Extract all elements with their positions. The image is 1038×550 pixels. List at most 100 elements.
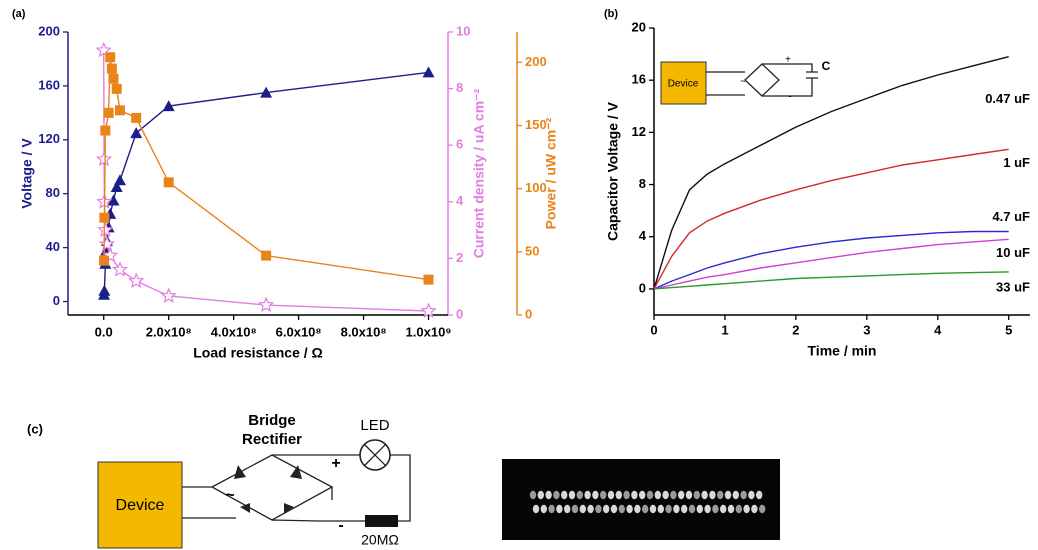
series-line — [653, 56, 1009, 290]
inset-circuit: Device + - ~ C — [660, 55, 831, 105]
y-tick-label: 6 — [456, 137, 463, 152]
y-tick-label: 200 — [38, 23, 60, 38]
y-tick-label: 0 — [525, 306, 532, 321]
led-dot — [537, 490, 544, 500]
led-dot — [759, 504, 766, 514]
led-cross — [363, 443, 387, 467]
resistor-label: 20MΩ — [361, 532, 399, 548]
y-tick-label: 160 — [38, 77, 60, 92]
y-axis-title: Capacitor Voltage / V — [605, 101, 621, 241]
panel-label: (c) — [27, 421, 43, 436]
led-dot — [688, 504, 696, 514]
marker — [106, 63, 117, 74]
led-dot — [646, 490, 654, 500]
led-dot — [670, 490, 677, 500]
led-dot — [639, 490, 646, 500]
y-tick-label: 10 — [456, 23, 470, 38]
y-tick-label: 150 — [525, 117, 547, 132]
led-dot — [607, 490, 615, 500]
led-dot — [724, 490, 732, 500]
led-dot — [693, 490, 700, 500]
x-tick-label: 0.0 — [95, 324, 113, 339]
inset-ac: ~ — [740, 77, 746, 88]
y-tick-label: 12 — [632, 124, 646, 139]
marker — [420, 302, 437, 318]
led-dot — [685, 490, 693, 500]
marker — [160, 287, 177, 303]
led-dot — [717, 490, 724, 500]
x-axis-title: Load resistance / Ω — [193, 345, 323, 361]
marker — [99, 255, 110, 266]
led-dot — [545, 490, 552, 500]
marker — [127, 272, 145, 288]
x-tick-label: 2.0x10⁸ — [146, 324, 192, 339]
led-dot — [732, 490, 739, 500]
marker — [100, 125, 111, 136]
y-tick-label: 80 — [46, 185, 60, 200]
marker — [162, 100, 175, 112]
y-tick-label: 20 — [632, 19, 646, 34]
marker — [98, 284, 111, 296]
led-dot — [696, 504, 703, 514]
led-dot — [631, 490, 638, 500]
series-label: 1 uF — [1003, 155, 1030, 170]
x-tick-label: 0 — [650, 322, 657, 337]
y-axis-title: Power / uW cm⁻² — [543, 117, 559, 229]
rectifier-label: Rectifier — [242, 431, 302, 448]
y-tick-label: 0 — [639, 280, 646, 295]
led-dot — [748, 490, 755, 500]
led-dot — [678, 490, 685, 500]
inset-device: Device — [668, 79, 699, 90]
led-dot — [587, 504, 594, 514]
led-dot — [654, 490, 661, 500]
x-tick-label: 1.0x10⁹ — [406, 324, 452, 339]
marker — [111, 83, 122, 94]
led-label: LED — [360, 417, 389, 434]
series-line — [653, 148, 1009, 290]
diodes — [234, 465, 302, 513]
led-dot — [529, 490, 537, 500]
led-dot — [571, 504, 579, 514]
plus-label: + — [331, 455, 340, 472]
x-tick-label: 8.0x10⁸ — [341, 324, 387, 339]
series-line — [653, 230, 1009, 290]
marker — [163, 177, 174, 188]
led-dot — [615, 490, 622, 500]
y-axis-title: Voltage / V — [19, 138, 35, 209]
marker — [130, 127, 143, 139]
led-dot — [704, 504, 711, 514]
x-tick-label: 3 — [863, 322, 870, 337]
marker — [423, 274, 434, 285]
led-dot — [540, 504, 547, 514]
marker — [422, 66, 435, 78]
marker — [258, 296, 275, 313]
rectifier-label: Bridge — [248, 412, 296, 429]
inset-wires — [706, 63, 818, 97]
y-tick-label: 4 — [456, 193, 464, 208]
led-dot — [701, 490, 708, 500]
led-dot — [600, 490, 607, 500]
device-label: Device — [116, 497, 165, 514]
led-dot — [568, 490, 576, 500]
x-axis-title: Time / min — [808, 343, 877, 359]
y-tick-label: 40 — [46, 239, 60, 254]
marker — [95, 150, 113, 167]
inset-cap: C — [822, 59, 831, 73]
led-dot — [603, 504, 610, 514]
marker — [131, 112, 142, 123]
series-line — [653, 238, 1009, 290]
device-box — [660, 61, 707, 105]
led-dot — [740, 490, 747, 500]
marker — [113, 174, 126, 186]
led-dot — [709, 490, 716, 500]
y-tick-label: 50 — [525, 243, 539, 258]
panel-label: (a) — [12, 8, 26, 20]
led-dot — [673, 504, 680, 514]
led-dot — [727, 504, 735, 514]
device-box — [97, 461, 183, 549]
marker — [114, 105, 125, 116]
marker — [103, 107, 114, 118]
y-tick-label: 4 — [639, 228, 647, 243]
led-photo — [502, 459, 780, 540]
led-dot — [649, 504, 657, 514]
